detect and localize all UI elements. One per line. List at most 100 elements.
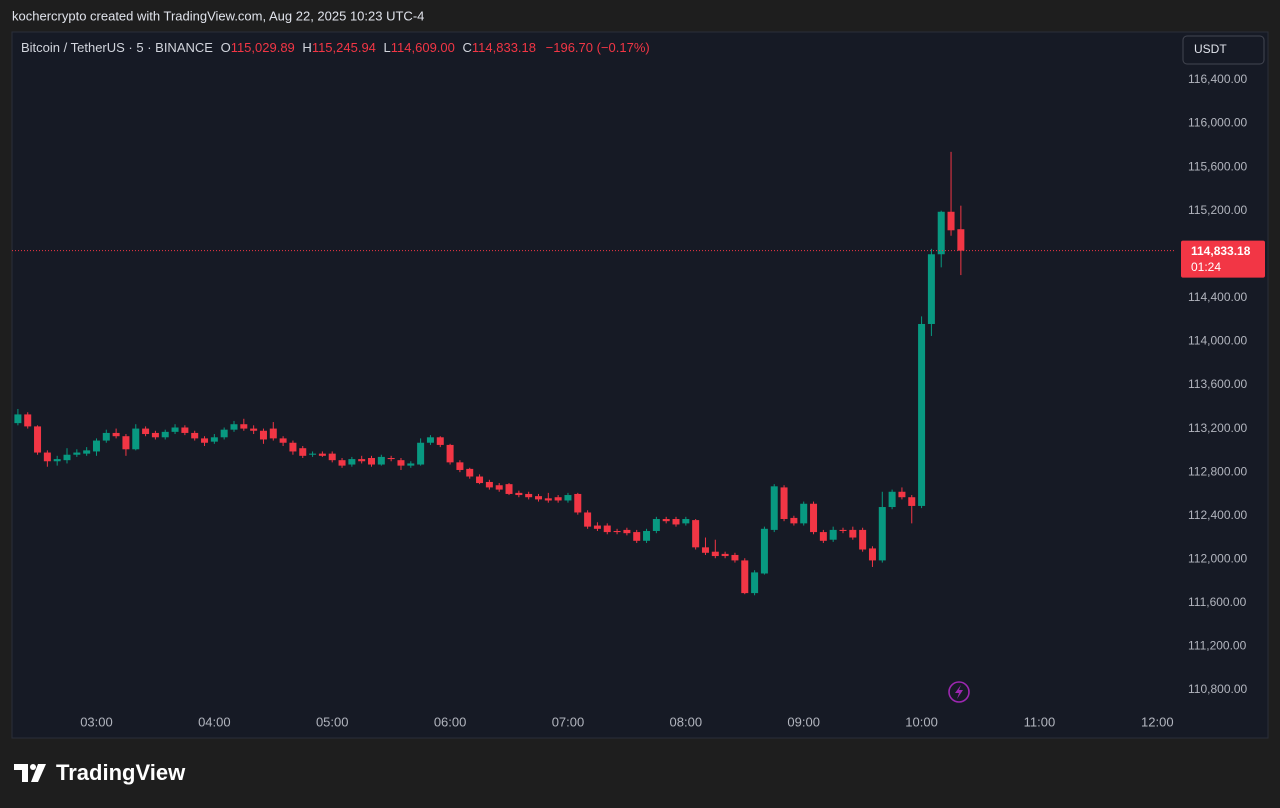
candle-body [181,427,189,433]
candle-body [918,323,926,506]
candle-body [751,572,759,594]
change: −196.70 (−0.17%) [546,40,650,55]
currency-button[interactable] [1182,35,1265,65]
candle-body [368,457,376,465]
y-tick-label: 116,000.00 [1188,116,1247,130]
candle-body [731,554,739,561]
brand-name: TradingView [56,760,186,785]
x-tick-label: 11:00 [1024,714,1056,729]
candle-body [593,525,601,529]
candle-body [908,497,916,506]
candle-body [201,438,209,443]
y-tick-label: 114,400.00 [1188,290,1247,304]
candle-body [240,424,248,429]
candle-body [633,532,641,541]
candle-body [849,529,857,538]
candle-body [515,492,523,496]
candle-body [603,525,611,533]
candle-body [407,463,415,466]
candle-body [525,493,533,498]
candle-body [309,453,317,455]
candle-body [692,520,700,548]
candle-body [623,529,631,534]
candle-body [397,460,405,466]
ohlc-legend: Bitcoin / TetherUS · 5 · BINANCE O115,02… [21,40,650,55]
low-label: L [384,40,391,55]
candle-body [220,429,228,438]
candle-body [878,507,886,561]
candle-body [142,428,150,435]
x-tick-label: 12:00 [1141,714,1174,729]
candle-body [672,519,680,525]
candle-body [721,553,729,557]
candle-body [24,414,32,427]
open-value: 115,029.89 [231,40,295,55]
candle-body [446,444,454,463]
candle-body [495,485,503,490]
chart-panel [11,31,1269,739]
candle-body [564,495,572,501]
candle-body [122,436,130,450]
y-tick-label: 115,200.00 [1188,203,1247,217]
x-tick-label: 10:00 [905,714,938,729]
brand-logo [14,764,46,782]
candle-body [387,457,395,460]
close-value: 114,833.18 [472,40,536,55]
x-tick-label: 09:00 [787,714,820,729]
candle-body [14,414,22,424]
candle-body [643,530,651,541]
x-tick-label: 03:00 [80,714,113,729]
candle-body [682,519,690,524]
candle-body [34,426,42,453]
candle-body [868,548,876,561]
candle-body [957,229,965,251]
candle-body [662,519,670,522]
candle-body [426,437,434,443]
candle-body [171,427,179,432]
candle-body [485,481,493,488]
candle-body [927,254,935,324]
low-value: 114,609.00 [391,40,455,55]
candle-body [888,491,896,508]
x-tick-label: 05:00 [316,714,349,729]
candle-body [790,517,798,524]
candle-body [43,452,51,462]
y-tick-label: 114,000.00 [1188,334,1247,348]
candle-body [584,512,592,527]
candle-body [279,438,287,443]
candle-body [132,428,140,450]
candle-body [613,530,621,533]
x-tick-label: 08:00 [670,714,703,729]
candle-body [269,428,277,439]
candle-body [466,468,474,477]
candle-body [544,498,552,501]
currency[interactable]: USDT [1194,42,1227,56]
candle-body [112,432,120,437]
candle-body [210,437,218,442]
candle-body [289,442,297,452]
y-tick-label: 111,200.00 [1188,639,1247,653]
candle-body [701,547,709,553]
candle-body [711,551,719,557]
candle-body [299,448,307,456]
candle-body [741,560,749,594]
candle-body [770,486,778,530]
close-label: C [463,40,472,55]
candle-body [859,529,867,550]
candle-body [476,476,484,484]
x-tick-label: 06:00 [434,714,467,729]
candle-body [800,503,808,524]
candle-body [819,532,827,541]
candle-body [230,424,238,430]
candle-body [947,211,955,231]
lightning-icon [948,681,970,703]
candle-body [937,211,945,255]
candle-body [574,493,582,513]
candle-body [505,484,513,494]
candle-body [250,428,258,431]
candle-body [810,503,818,533]
last-price-label: 114,833.18 [1191,244,1251,258]
countdown: 01:24 [1191,260,1221,274]
y-tick-label: 111,600.00 [1188,595,1247,609]
